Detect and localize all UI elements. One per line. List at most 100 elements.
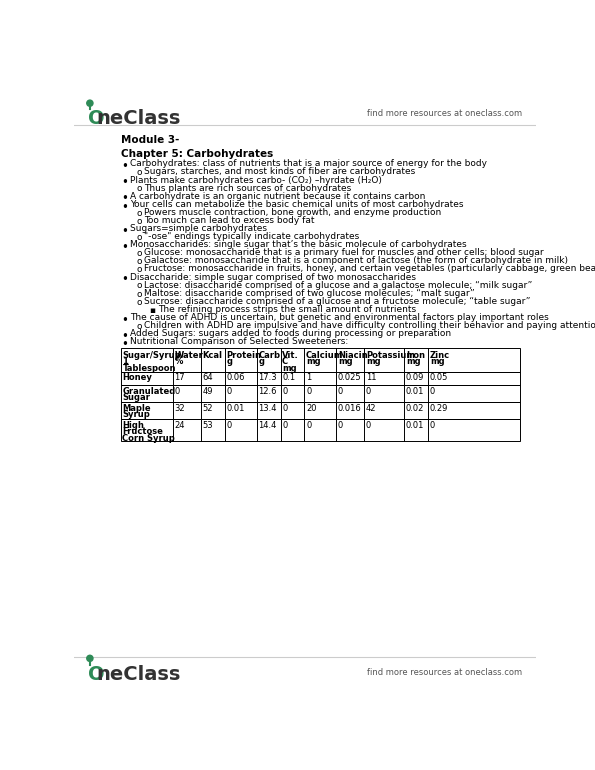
Text: Corn Syrup: Corn Syrup <box>123 434 175 443</box>
Text: •: • <box>121 200 128 213</box>
Text: Potassium: Potassium <box>366 350 415 360</box>
Text: 0: 0 <box>338 420 343 430</box>
Text: 0: 0 <box>282 420 287 430</box>
Text: Syrup: Syrup <box>123 410 150 420</box>
Text: Plants make carbohydrates carbo- (CO₂) –hyrdate (H₂O): Plants make carbohydrates carbo- (CO₂) –… <box>130 176 382 185</box>
Text: neClass: neClass <box>96 109 180 129</box>
Text: 12.6: 12.6 <box>258 387 277 396</box>
Text: Carb: Carb <box>258 350 280 360</box>
Text: mg: mg <box>430 357 444 367</box>
Bar <box>121 402 520 419</box>
Text: o: o <box>136 322 142 331</box>
Text: 53: 53 <box>202 420 213 430</box>
Text: 0.01: 0.01 <box>226 403 245 413</box>
Text: Maltose: disaccharide comprised of two glucose molecules; “malt sugar”: Maltose: disaccharide comprised of two g… <box>144 289 475 298</box>
Text: Kcal: Kcal <box>202 350 223 360</box>
Text: 0.29: 0.29 <box>430 403 448 413</box>
Text: 0.025: 0.025 <box>338 373 362 382</box>
Text: o: o <box>136 257 142 266</box>
Text: 0: 0 <box>306 387 311 396</box>
Text: Your cells can metabolize the basic chemical units of most carbohydrates: Your cells can metabolize the basic chem… <box>130 199 464 209</box>
Text: Lactose: disaccharide comprised of a glucose and a galactose molecule; “milk sug: Lactose: disaccharide comprised of a glu… <box>144 280 533 290</box>
Text: %: % <box>174 357 183 367</box>
Text: 0.09: 0.09 <box>406 373 424 382</box>
Text: Sucrose: disaccharide comprised of a glucose and a fructose molecule; “table sug: Sucrose: disaccharide comprised of a glu… <box>144 296 531 306</box>
Circle shape <box>87 655 93 661</box>
Text: ▪: ▪ <box>149 306 155 315</box>
Text: 0: 0 <box>430 387 435 396</box>
Text: High: High <box>123 420 145 430</box>
Text: •: • <box>121 241 128 254</box>
Text: •: • <box>121 225 128 238</box>
Text: Sugars, starches, and most kinds of fiber are carbohydrates: Sugars, starches, and most kinds of fibe… <box>144 167 415 176</box>
Text: •: • <box>121 330 128 343</box>
Text: A carbohydrate is an organic nutrient because it contains carbon: A carbohydrate is an organic nutrient be… <box>130 192 425 201</box>
Text: Children with ADHD are impulsive and have difficulty controlling their behavior : Children with ADHD are impulsive and hav… <box>144 321 595 330</box>
Text: 64: 64 <box>202 373 213 382</box>
Text: Sugar/Syrup: Sugar/Syrup <box>123 350 181 360</box>
Text: Vit.: Vit. <box>282 350 299 360</box>
Bar <box>121 419 520 440</box>
Text: 0: 0 <box>366 387 371 396</box>
Text: 0.01: 0.01 <box>406 387 424 396</box>
Bar <box>121 348 520 371</box>
Text: o: o <box>136 249 142 258</box>
Text: Sugars=simple carbohydrates: Sugars=simple carbohydrates <box>130 224 267 233</box>
Text: •: • <box>121 273 128 286</box>
Text: •: • <box>121 313 128 326</box>
Text: 17.3: 17.3 <box>258 373 277 382</box>
Text: •: • <box>121 176 128 189</box>
Text: Galactose: monosaccharide that is a component of lactose (the form of carbohydra: Galactose: monosaccharide that is a comp… <box>144 256 568 266</box>
Text: 0.016: 0.016 <box>338 403 362 413</box>
Text: o: o <box>136 233 142 242</box>
Text: Calcium: Calcium <box>306 350 343 360</box>
Text: Carbohydrates: class of nutrients that is a major source of energy for the body: Carbohydrates: class of nutrients that i… <box>130 159 487 169</box>
Text: Thus plants are rich sources of carbohydrates: Thus plants are rich sources of carbohyd… <box>144 183 352 192</box>
Text: 13.4: 13.4 <box>258 403 277 413</box>
Text: 0: 0 <box>306 420 311 430</box>
Text: 1: 1 <box>306 373 311 382</box>
Text: 14.4: 14.4 <box>258 420 277 430</box>
Text: •: • <box>121 338 128 351</box>
Text: 32: 32 <box>174 403 185 413</box>
Bar <box>121 385 520 402</box>
Text: 0: 0 <box>366 420 371 430</box>
Text: mg: mg <box>338 357 353 367</box>
Text: Fructose: Fructose <box>123 427 163 437</box>
Text: o: o <box>136 184 142 193</box>
Text: neClass: neClass <box>96 665 180 684</box>
Text: 0: 0 <box>226 387 231 396</box>
Text: o: o <box>136 281 142 290</box>
Text: o: o <box>136 168 142 177</box>
Text: O: O <box>87 109 104 129</box>
Text: O: O <box>87 665 104 684</box>
Text: 20: 20 <box>306 403 317 413</box>
Text: "-ose" endings typically indicate carbohydrates: "-ose" endings typically indicate carboh… <box>144 232 359 241</box>
Text: find more resources at oneclass.com: find more resources at oneclass.com <box>367 109 522 119</box>
Text: Nutritional Comparison of Selected Sweeteners:: Nutritional Comparison of Selected Sweet… <box>130 337 349 346</box>
Text: 0: 0 <box>282 387 287 396</box>
Text: 0.02: 0.02 <box>406 403 424 413</box>
Text: g: g <box>226 357 232 367</box>
Text: Tablespoon: Tablespoon <box>123 363 176 373</box>
Text: 1: 1 <box>123 357 129 367</box>
Text: 42: 42 <box>366 403 377 413</box>
Text: 0.01: 0.01 <box>406 420 424 430</box>
Text: find more resources at oneclass.com: find more resources at oneclass.com <box>367 668 522 677</box>
Text: 0: 0 <box>282 403 287 413</box>
Text: o: o <box>136 290 142 299</box>
Text: 52: 52 <box>202 403 213 413</box>
Text: mg: mg <box>306 357 321 367</box>
Text: o: o <box>136 265 142 274</box>
Text: o: o <box>136 209 142 218</box>
Text: 11: 11 <box>366 373 377 382</box>
Text: The cause of ADHD is uncertain, but genetic and environmental factors play impor: The cause of ADHD is uncertain, but gene… <box>130 313 549 322</box>
Text: Protein: Protein <box>226 350 261 360</box>
Text: Niacin: Niacin <box>338 350 368 360</box>
Text: 24: 24 <box>174 420 185 430</box>
Text: mg: mg <box>406 357 421 367</box>
Text: The refining process strips the small amount of nutrients: The refining process strips the small am… <box>158 305 416 314</box>
Text: 0.06: 0.06 <box>226 373 245 382</box>
Text: •: • <box>121 192 128 206</box>
Text: 0.1: 0.1 <box>282 373 295 382</box>
